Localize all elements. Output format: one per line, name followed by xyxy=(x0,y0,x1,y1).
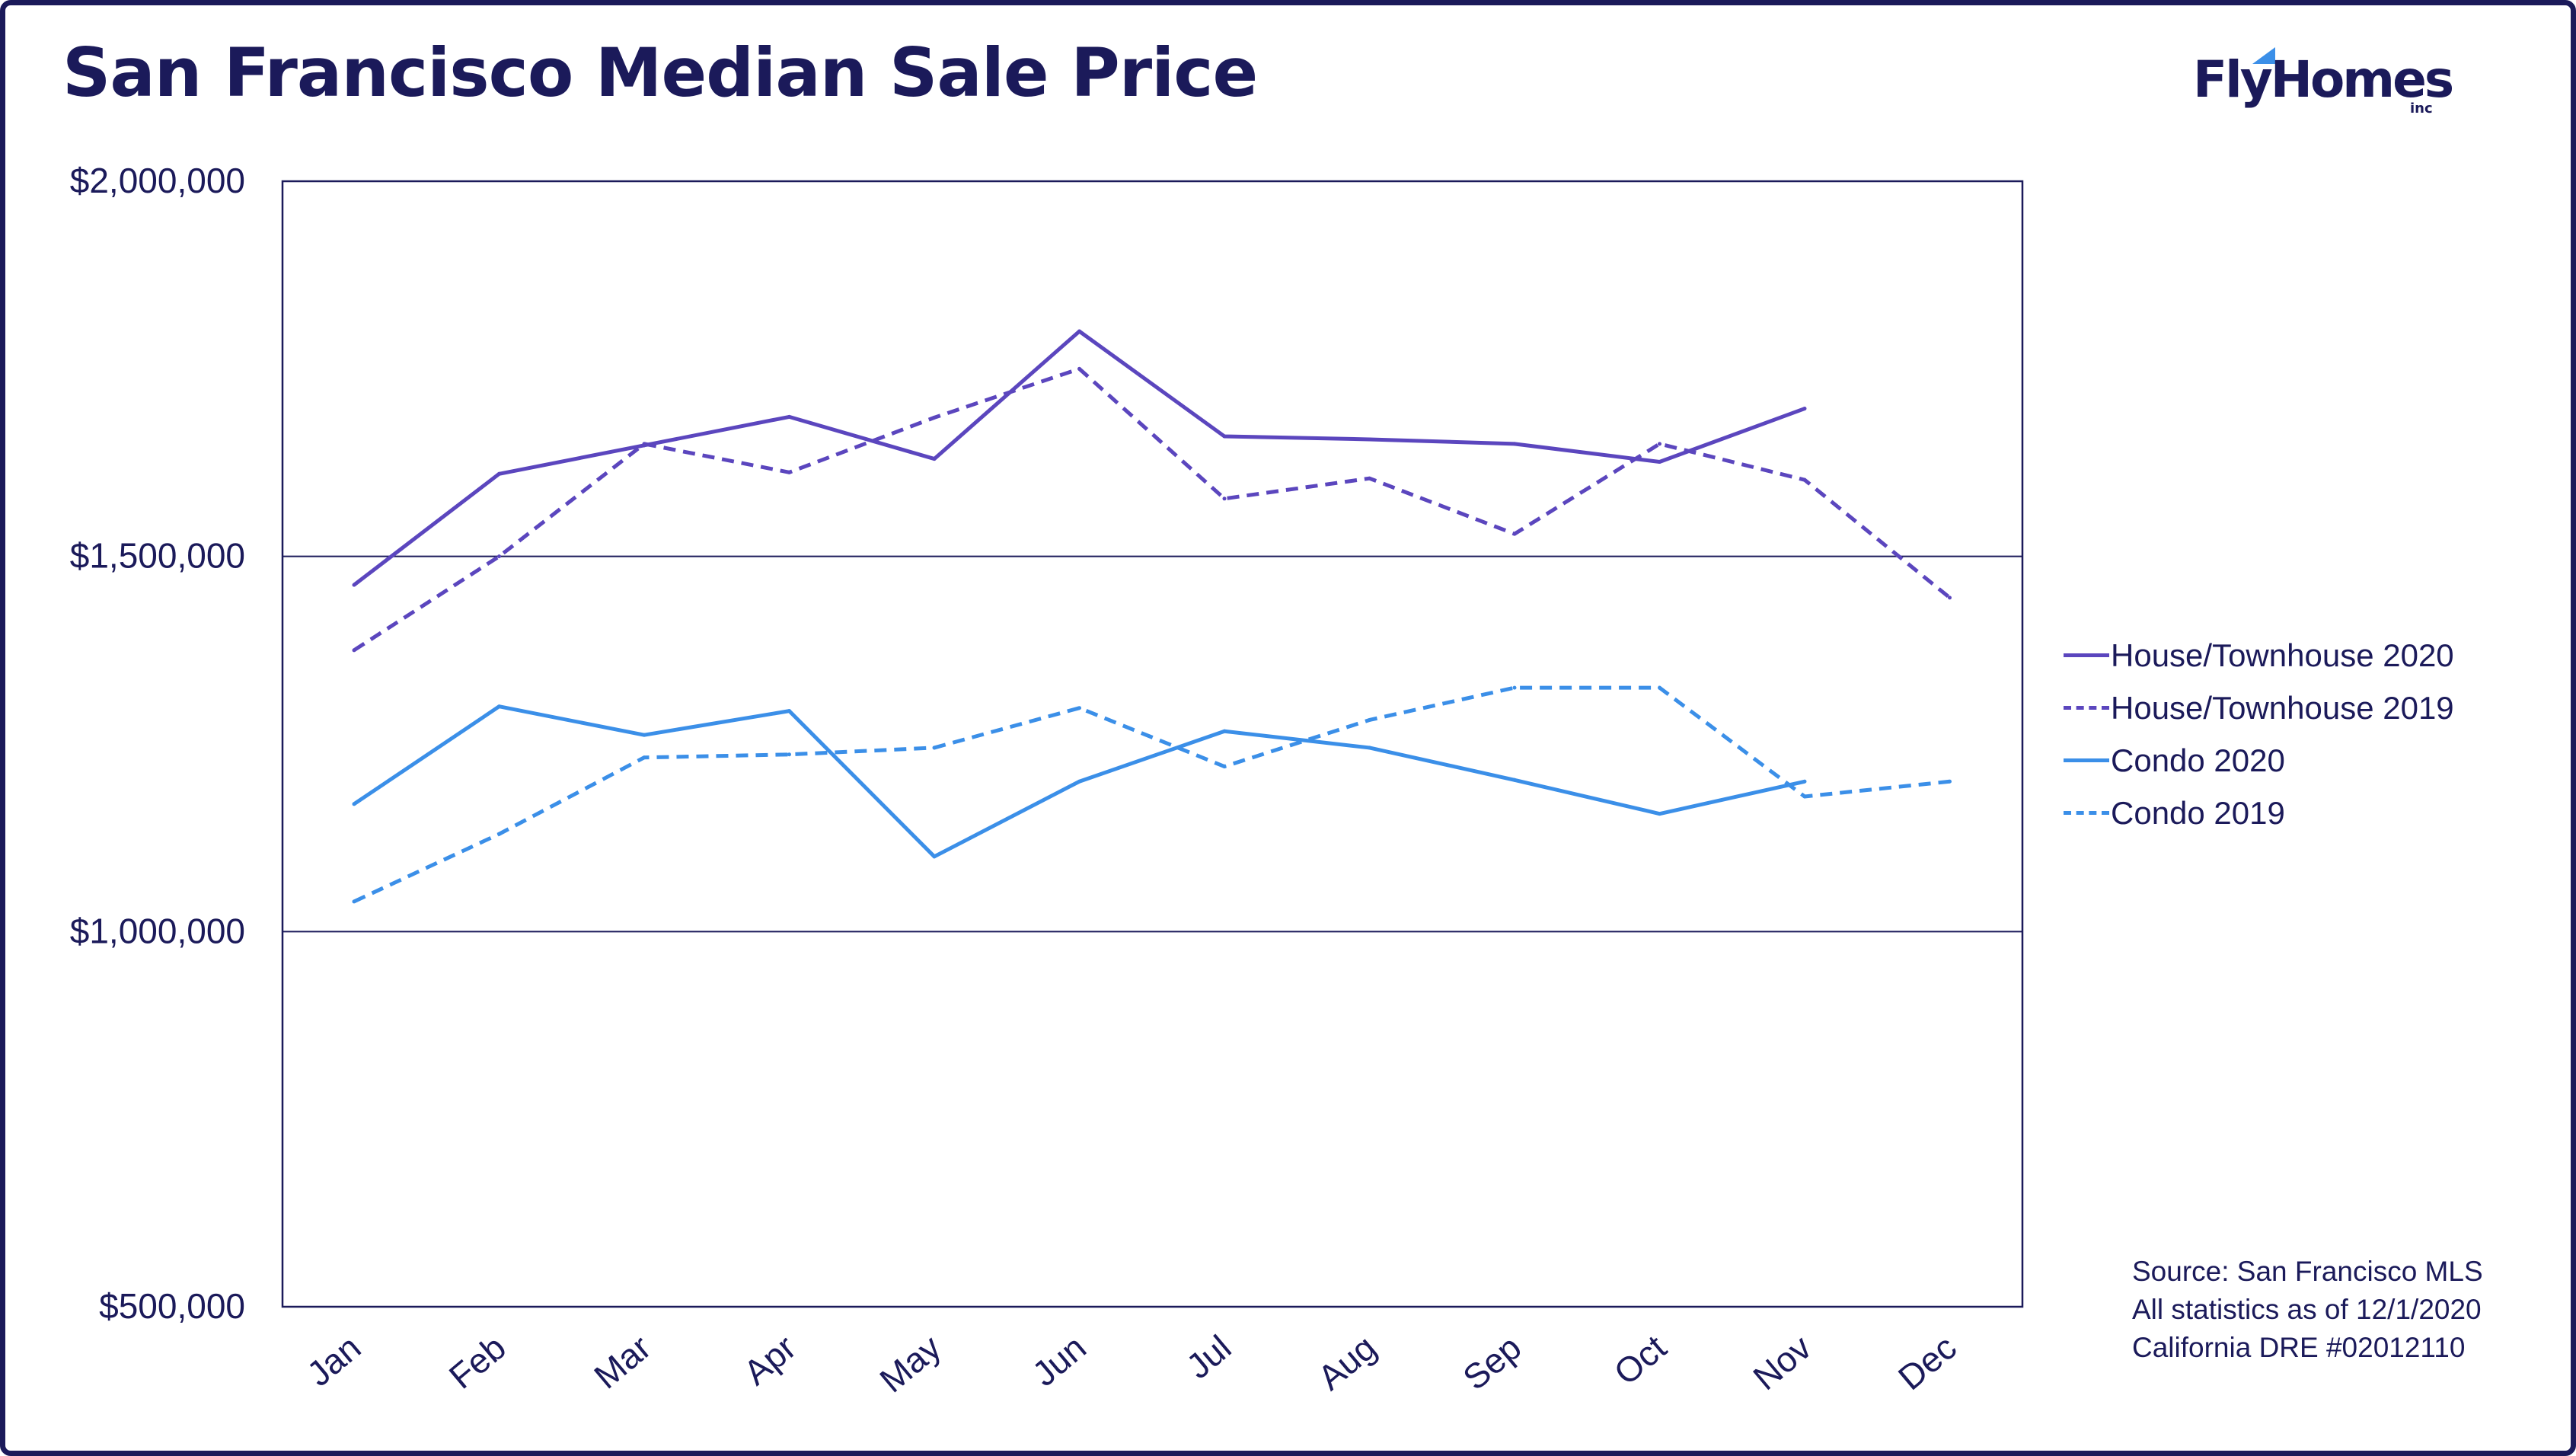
data-point xyxy=(1368,476,1371,481)
x-tick-label: Aug xyxy=(1310,1327,1384,1397)
series-group xyxy=(352,685,1952,904)
x-tick-label: Sep xyxy=(1455,1327,1528,1397)
data-point xyxy=(932,457,937,461)
legend-item: House/Townhouse 2020 xyxy=(2064,629,2454,682)
data-point xyxy=(1512,442,1517,446)
source-note-line: California DRE #02012110 xyxy=(2132,1332,2466,1363)
data-point xyxy=(352,583,356,587)
legend-item: House/Townhouse 2019 xyxy=(2064,682,2454,734)
x-tick-label: Jul xyxy=(1179,1327,1238,1387)
data-point xyxy=(787,470,791,474)
legend-item: Condo 2019 xyxy=(2064,787,2454,839)
x-tick-label: Apr xyxy=(736,1327,803,1393)
data-point xyxy=(1948,595,1952,600)
legend: House/Townhouse 2020 House/Townhouse 2019… xyxy=(2064,629,2454,839)
series-layer xyxy=(352,329,1952,904)
series-group xyxy=(352,366,1952,653)
source-notes: Source: San Francisco MLS All statistics… xyxy=(2132,1253,2483,1367)
logo-wordmark: FlyHomes xyxy=(2193,50,2454,109)
legend-label: House/Townhouse 2019 xyxy=(2111,689,2454,726)
data-point xyxy=(787,709,791,714)
data-point xyxy=(642,733,646,737)
data-point xyxy=(932,746,937,750)
data-point xyxy=(1222,729,1227,733)
source-note-line: Source: San Francisco MLS xyxy=(2132,1256,2483,1287)
data-point xyxy=(1077,329,1081,334)
data-point xyxy=(352,802,356,806)
data-point xyxy=(1658,685,1661,690)
series-line xyxy=(353,366,1952,652)
x-axis-ticks: Jan Feb Mar Apr May Jun Jul Aug Sep Oct Nov Dec xyxy=(299,1327,1964,1400)
data-point xyxy=(932,415,937,420)
data-point xyxy=(1512,777,1517,782)
data-point xyxy=(352,899,356,904)
data-point xyxy=(1077,706,1081,710)
y-tick-label: $1,500,000 xyxy=(70,536,245,576)
x-tick-label: Oct xyxy=(1607,1327,1674,1393)
legend-label: Condo 2020 xyxy=(2111,742,2285,778)
data-point xyxy=(1658,442,1661,446)
data-point xyxy=(1368,746,1371,750)
data-point xyxy=(1512,685,1517,690)
series-line xyxy=(353,685,1950,904)
data-point xyxy=(497,704,501,709)
data-point xyxy=(1368,437,1371,442)
data-point xyxy=(1222,765,1227,769)
legend-item: Condo 2020 xyxy=(2064,734,2454,787)
data-point xyxy=(642,755,646,760)
x-tick-label: Feb xyxy=(442,1327,513,1397)
chart-title: San Francisco Median Sale Price xyxy=(62,34,1258,112)
data-point xyxy=(1658,812,1661,816)
data-point xyxy=(1512,532,1517,536)
x-tick-label: Dec xyxy=(1891,1327,1964,1397)
logo-suffix: inc xyxy=(2410,101,2433,117)
x-tick-label: Jan xyxy=(299,1327,368,1394)
grid-layer xyxy=(282,555,2022,933)
data-point xyxy=(642,442,646,446)
data-point xyxy=(1077,779,1081,784)
logo-flag-icon xyxy=(2252,47,2275,64)
source-note-line: All statistics as of 12/1/2020 xyxy=(2132,1294,2482,1325)
data-point xyxy=(1222,497,1227,501)
data-point xyxy=(1802,407,1807,411)
data-point xyxy=(497,471,501,476)
x-tick-label: Jun xyxy=(1025,1327,1093,1394)
data-point xyxy=(497,554,501,559)
legend-swatch xyxy=(2064,653,2109,657)
y-axis-ticks: $500,000 $1,000,000 $1,500,000 $2,000,000 xyxy=(70,161,245,1326)
x-tick-label: May xyxy=(872,1327,948,1400)
data-point xyxy=(1802,779,1807,784)
data-point xyxy=(352,648,356,653)
legend-swatch xyxy=(2064,758,2109,762)
y-tick-label: $1,000,000 xyxy=(70,911,245,950)
legend-label: Condo 2019 xyxy=(2111,794,2285,831)
data-point xyxy=(787,414,791,419)
legend-swatch xyxy=(2064,811,2109,815)
y-tick-label: $500,000 xyxy=(99,1286,245,1326)
flyhomes-logo: FlyHomes inc xyxy=(2193,44,2454,120)
x-tick-label: Nov xyxy=(1745,1327,1818,1397)
data-point xyxy=(1802,794,1807,799)
series-group xyxy=(352,329,1807,587)
data-point xyxy=(1802,477,1807,482)
data-point xyxy=(1658,460,1661,465)
x-tick-label: Mar xyxy=(586,1327,658,1397)
data-point xyxy=(1077,366,1081,371)
data-point xyxy=(1368,717,1371,722)
data-point xyxy=(497,832,501,836)
data-point xyxy=(787,752,791,757)
legend-swatch xyxy=(2064,706,2109,710)
plot-area xyxy=(281,180,2024,1308)
data-point xyxy=(1222,434,1227,439)
y-tick-label: $2,000,000 xyxy=(70,161,245,200)
data-point xyxy=(932,854,937,859)
legend-label: House/Townhouse 2020 xyxy=(2111,637,2454,673)
series-group xyxy=(352,704,1807,859)
data-point xyxy=(1948,779,1952,784)
